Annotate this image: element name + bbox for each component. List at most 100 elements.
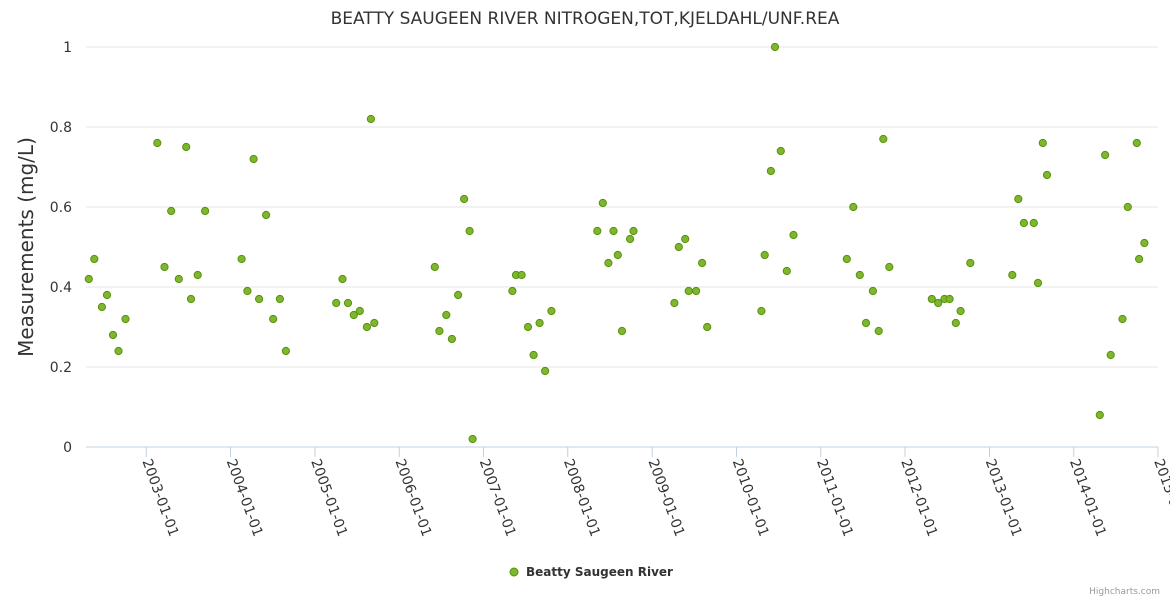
data-point[interactable] [629, 226, 638, 236]
data-point[interactable] [609, 226, 618, 236]
data-point[interactable] [770, 42, 780, 52]
data-point[interactable] [684, 286, 693, 296]
data-point[interactable] [201, 206, 210, 216]
data-point[interactable] [855, 270, 864, 280]
data-point[interactable] [951, 318, 960, 328]
data-point[interactable] [1033, 278, 1043, 288]
credits-link[interactable]: Highcharts.com [1089, 587, 1160, 597]
data-point[interactable] [782, 266, 791, 276]
data-point[interactable] [355, 306, 364, 316]
data-point[interactable] [760, 250, 769, 260]
data-point[interactable] [934, 298, 943, 308]
data-point[interactable] [593, 226, 602, 236]
data-point[interactable] [186, 294, 196, 304]
legend-item-label[interactable]: Beatty Saugeen River [526, 565, 673, 579]
data-point[interactable] [1008, 270, 1017, 280]
data-point[interactable] [1014, 194, 1023, 204]
data-point[interactable] [674, 242, 683, 252]
data-point[interactable] [757, 306, 766, 316]
data-point[interactable] [465, 226, 474, 236]
data-point[interactable] [1038, 138, 1047, 148]
data-point[interactable] [1019, 218, 1029, 228]
data-point[interactable] [885, 262, 894, 272]
data-point[interactable] [604, 258, 613, 268]
data-point[interactable] [1106, 350, 1115, 360]
data-point[interactable] [249, 154, 258, 164]
data-point[interactable] [789, 230, 798, 240]
data-point[interactable] [468, 434, 477, 444]
data-point[interactable] [237, 254, 246, 264]
data-point[interactable] [861, 318, 871, 328]
data-point[interactable] [430, 262, 439, 272]
data-point[interactable] [956, 306, 965, 316]
data-point[interactable] [874, 326, 883, 336]
data-point[interactable] [366, 114, 375, 124]
data-point[interactable] [281, 346, 290, 356]
data-point[interactable] [1101, 150, 1110, 160]
data-point[interactable] [447, 334, 456, 344]
data-point[interactable] [460, 194, 469, 204]
data-point[interactable] [1042, 170, 1052, 180]
data-point[interactable] [541, 366, 550, 376]
data-point[interactable] [97, 302, 107, 312]
data-point[interactable] [508, 286, 517, 296]
data-point[interactable] [182, 142, 191, 152]
data-point[interactable] [1118, 314, 1127, 324]
legend[interactable]: Beatty Saugeen River [509, 565, 673, 579]
data-point[interactable] [692, 286, 701, 296]
data-point[interactable] [370, 318, 379, 328]
data-point[interactable] [529, 350, 538, 360]
data-point[interactable] [776, 146, 785, 156]
data-point[interactable] [435, 326, 444, 336]
data-point[interactable] [332, 298, 341, 308]
data-point[interactable] [167, 206, 176, 216]
data-point[interactable] [966, 258, 975, 268]
data-point[interactable] [84, 274, 93, 284]
data-point[interactable] [153, 138, 162, 148]
data-point[interactable] [766, 166, 776, 176]
data-point[interactable] [193, 270, 202, 280]
data-point[interactable] [613, 250, 622, 260]
data-point[interactable] [517, 270, 526, 280]
data-point[interactable] [102, 290, 112, 300]
data-point[interactable] [842, 254, 851, 264]
data-point[interactable] [174, 274, 183, 284]
data-point[interactable] [362, 322, 371, 332]
data-point[interactable] [1132, 138, 1141, 148]
data-point[interactable] [121, 314, 130, 324]
data-point[interactable] [879, 134, 888, 144]
data-point[interactable] [349, 310, 358, 320]
data-point[interactable] [927, 294, 936, 304]
data-point[interactable] [275, 294, 284, 304]
data-point[interactable] [626, 234, 635, 244]
data-point[interactable] [681, 234, 690, 244]
data-point[interactable] [1029, 218, 1038, 228]
data-point[interactable] [243, 286, 252, 296]
data-point[interactable] [1140, 238, 1149, 248]
data-point[interactable] [114, 346, 123, 356]
data-point[interactable] [338, 274, 347, 284]
data-point[interactable] [1095, 410, 1104, 420]
data-point[interactable] [454, 290, 463, 300]
data-point[interactable] [262, 210, 271, 220]
data-point[interactable] [617, 326, 627, 336]
data-point[interactable] [547, 306, 556, 316]
data-point[interactable] [945, 294, 954, 304]
data-point[interactable] [703, 322, 712, 332]
data-point[interactable] [698, 258, 707, 268]
data-point[interactable] [849, 202, 858, 212]
data-point[interactable] [868, 286, 878, 296]
data-point[interactable] [269, 314, 278, 324]
data-point[interactable] [1123, 202, 1132, 212]
data-point[interactable] [160, 262, 169, 272]
data-point[interactable] [255, 294, 264, 304]
data-point[interactable] [442, 310, 451, 320]
data-point[interactable] [535, 318, 544, 328]
data-point[interactable] [1135, 254, 1144, 264]
data-point[interactable] [108, 330, 118, 340]
data-point[interactable] [343, 298, 353, 308]
data-point[interactable] [598, 198, 607, 208]
data-point[interactable] [670, 298, 679, 308]
data-point[interactable] [523, 322, 533, 332]
data-point[interactable] [90, 254, 99, 264]
